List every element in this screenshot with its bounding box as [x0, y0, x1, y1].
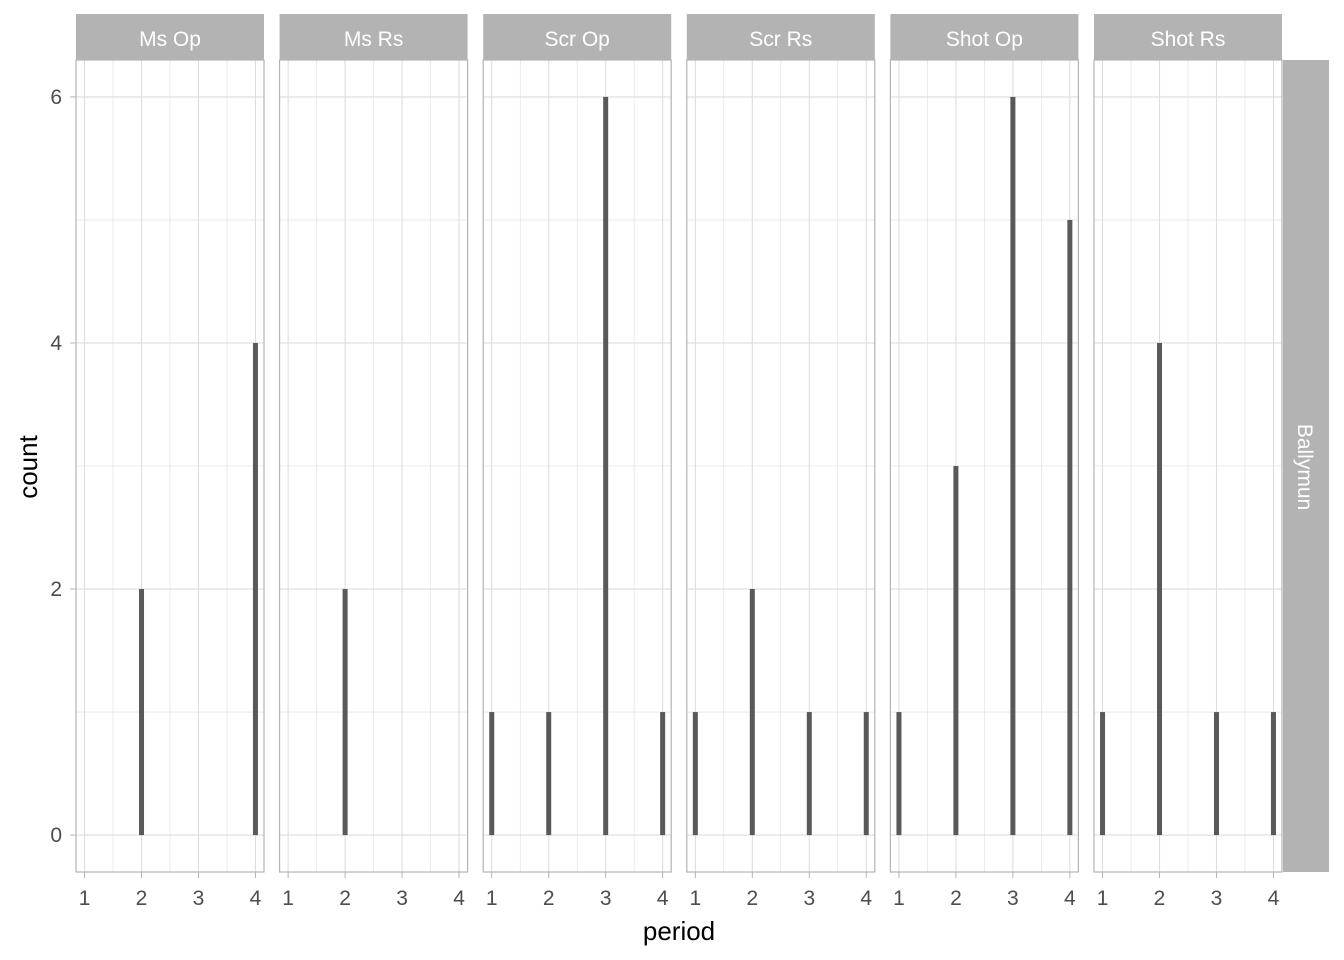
y-tick-label: 6 — [50, 86, 62, 109]
bar — [1067, 219, 1073, 836]
x-axis-title: period — [643, 916, 715, 946]
bar — [603, 96, 609, 836]
panel-border — [75, 59, 265, 873]
bar — [1010, 96, 1016, 836]
facet-panel: Scr Op 1 2 3 4 — [482, 14, 672, 910]
x-tick-label: 3 — [1211, 887, 1223, 910]
x-tick-label: 1 — [1097, 887, 1109, 910]
x-tick-label: 1 — [486, 887, 498, 910]
x-tick-label: 4 — [860, 887, 872, 910]
x-tick-label: 3 — [193, 887, 205, 910]
facet-strip-label: Ms Op — [139, 28, 201, 51]
panel-border — [889, 59, 1080, 873]
x-tick-label: 3 — [396, 887, 408, 910]
facet-strip-label: Scr Op — [545, 28, 610, 51]
bar — [252, 342, 258, 836]
x-tick-label: 2 — [136, 887, 148, 910]
panel-border — [482, 59, 672, 873]
facet-panel: Ms Op 1 2 3 4 — [75, 14, 265, 910]
facet-strip-label: Scr Rs — [749, 28, 812, 51]
x-tick-label: 1 — [282, 887, 294, 910]
x-tick-label: 1 — [893, 887, 905, 910]
row-strip: Ballymun — [1283, 60, 1329, 872]
x-tick-label: 1 — [690, 887, 702, 910]
panel-border — [686, 59, 876, 873]
x-tick-label: 2 — [339, 887, 351, 910]
bar — [896, 712, 902, 836]
x-tick-label: 4 — [1064, 887, 1076, 910]
x-tick-label: 2 — [746, 887, 758, 910]
facet-strip — [1094, 14, 1282, 60]
facet-strip-label: Ms Rs — [344, 28, 404, 51]
x-tick-label: 2 — [543, 887, 555, 910]
facet-strip-label: Shot Rs — [1151, 28, 1226, 51]
row-strip-label: Ballymun — [1293, 424, 1316, 510]
x-tick-label: 4 — [250, 887, 262, 910]
row-strip-background — [1283, 60, 1329, 872]
y-tick-label: 2 — [50, 578, 62, 601]
x-tick-label: 4 — [453, 887, 465, 910]
bar — [660, 712, 666, 836]
facet-strip — [890, 14, 1079, 60]
facet-strip — [279, 14, 468, 60]
bar — [806, 712, 812, 836]
bar — [139, 589, 145, 836]
x-tick-label: 3 — [803, 887, 815, 910]
bar — [1270, 712, 1276, 836]
y-axis: 0 2 4 6 — [50, 86, 76, 847]
facet-strip — [76, 14, 264, 60]
bar — [1100, 712, 1106, 836]
facet-panel: Shot Op 1 2 3 4 — [889, 14, 1080, 910]
facet-panel: Shot Rs 1 2 3 4 — [1093, 14, 1283, 910]
panel-border — [279, 59, 469, 873]
bar — [1157, 342, 1163, 836]
panel-border — [1093, 59, 1283, 873]
bar — [692, 712, 698, 836]
bar — [489, 712, 495, 836]
y-tick-label: 4 — [50, 332, 62, 355]
x-tick-label: 1 — [79, 887, 91, 910]
x-tick-label: 4 — [1268, 887, 1280, 910]
x-tick-label: 2 — [1154, 887, 1166, 910]
x-tick-label: 4 — [657, 887, 669, 910]
x-tick-label: 2 — [950, 887, 962, 910]
bar — [749, 589, 755, 836]
bar — [1213, 712, 1219, 836]
facet-panel: Scr Rs 1 2 3 4 — [686, 14, 876, 910]
y-tick-label: 0 — [50, 824, 62, 847]
bar — [342, 589, 348, 836]
facet-strip-label: Shot Op — [946, 28, 1023, 51]
facet-strip — [483, 14, 672, 60]
bar — [863, 712, 869, 836]
y-axis-title: count — [13, 434, 43, 498]
bar — [953, 466, 959, 836]
x-tick-label: 3 — [600, 887, 612, 910]
bar — [546, 712, 552, 836]
x-tick-label: 3 — [1007, 887, 1019, 910]
facet-panel: Ms Rs 1 2 3 4 — [279, 14, 469, 910]
facet-strip — [686, 14, 875, 60]
